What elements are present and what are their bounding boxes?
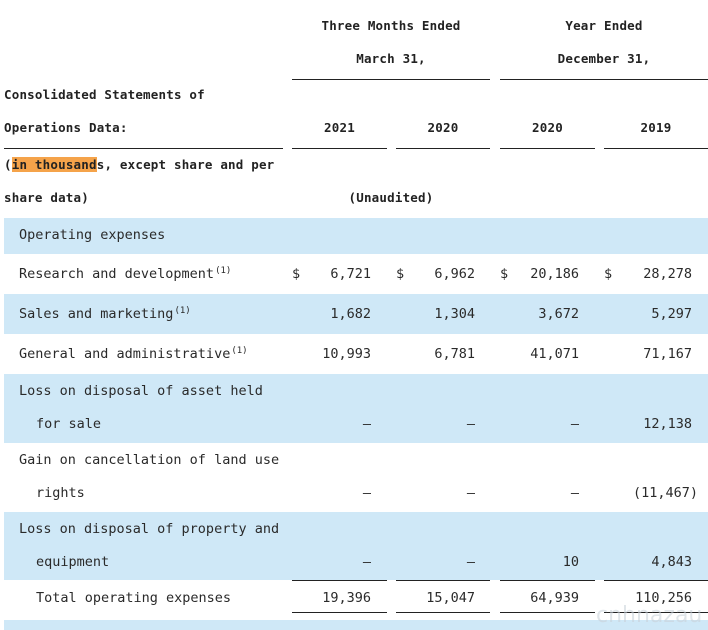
units-note-line1: (in thousands, except share and per (4, 157, 275, 172)
units-note-line2: share data) (4, 190, 89, 205)
band-property (4, 512, 708, 580)
year-rule-4 (604, 148, 708, 149)
rnd-value-4: 28,278 (643, 266, 692, 282)
row-land-label-line1: Gain on cancellation of land use (19, 452, 280, 468)
asset-value-1: — (362, 416, 371, 432)
rnd-dollar-1: $ (292, 266, 301, 282)
header-rule-three-months (292, 79, 490, 80)
row-ga-label: General and administrative(1) (19, 346, 248, 362)
year-col-2: 2020 (427, 120, 459, 135)
total-value-1: 19,396 (322, 590, 371, 606)
row-asset-label-line1: Loss on disposal of asset held (19, 383, 263, 399)
subtotal-rule-1 (292, 580, 387, 581)
total-rule-3 (500, 612, 595, 613)
rnd-dollar-4: $ (604, 266, 613, 282)
row-total-label: Total operating expenses (36, 590, 232, 606)
header-rule-left (4, 148, 283, 149)
row-sales-label: Sales and marketing(1) (19, 306, 191, 322)
year-rule-1 (292, 148, 387, 149)
row-rnd-label: Research and development(1) (19, 266, 232, 282)
property-value-2: — (466, 554, 475, 570)
land-value-3: — (570, 485, 579, 501)
total-value-4: 110,256 (635, 590, 692, 606)
header-rule-year (500, 79, 708, 80)
unaudited-label: (Unaudited) (348, 190, 434, 205)
property-value-1: — (362, 554, 371, 570)
subtotal-rule-4 (604, 580, 708, 581)
header-year-line2: December 31, (557, 51, 651, 66)
year-rule-3 (500, 148, 595, 149)
total-rule-4 (604, 612, 708, 613)
land-value-1: — (362, 485, 371, 501)
total-rule-1 (292, 612, 387, 613)
ga-value-4: 71,167 (643, 346, 692, 362)
header-three-months-line1: Three Months Ended (321, 18, 461, 33)
sales-value-4: 5,297 (651, 306, 692, 322)
total-value-2: 15,047 (426, 590, 475, 606)
year-col-3: 2020 (532, 120, 563, 135)
band-bottom (4, 620, 708, 630)
header-left-line1: Consolidated Statements of (4, 87, 205, 102)
rnd-dollar-2: $ (396, 266, 405, 282)
rnd-dollar-3: $ (500, 266, 509, 282)
land-value-4: (11,467) (632, 485, 698, 501)
property-value-3: 10 (562, 554, 579, 570)
header-year-line1: Year Ended (565, 18, 643, 33)
total-value-3: 64,939 (530, 590, 579, 606)
property-value-4: 4,843 (651, 554, 692, 570)
rnd-value-3: 20,186 (530, 266, 579, 282)
ga-value-3: 41,071 (530, 346, 579, 362)
asset-value-2: — (466, 416, 475, 432)
rnd-value-1: 6,721 (330, 266, 371, 282)
row-asset-label-line2: for sale (36, 416, 102, 432)
year-col-4: 2019 (640, 120, 672, 135)
watermark: cnhnazau (596, 603, 703, 628)
band-asset (4, 374, 708, 443)
subtotal-rule-2 (396, 580, 490, 581)
row-land-label-line2: rights (36, 485, 85, 501)
row-property-label-line1: Loss on disposal of property and (19, 521, 280, 537)
year-rule-2 (396, 148, 490, 149)
row-property-label-line2: equipment (36, 554, 110, 570)
total-rule-2 (396, 612, 490, 613)
land-value-2: — (466, 485, 475, 501)
rnd-value-2: 6,962 (434, 266, 475, 282)
asset-value-4: 12,138 (643, 416, 692, 432)
asset-value-3: — (570, 416, 579, 432)
ga-value-2: 6,781 (434, 346, 475, 362)
year-col-1: 2021 (324, 120, 355, 135)
sales-value-1: 1,682 (330, 306, 371, 322)
header-left-line2: Operations Data: (4, 120, 128, 135)
subtotal-rule-3 (500, 580, 595, 581)
section-operating-expenses: Operating expenses (19, 227, 166, 243)
sales-value-3: 3,672 (538, 306, 579, 322)
units-highlight: in thousand (11, 157, 97, 172)
sales-value-2: 1,304 (434, 306, 475, 322)
band-operating-expenses (4, 218, 708, 254)
ga-value-1: 10,993 (322, 346, 371, 362)
header-three-months-line2: March 31, (356, 51, 426, 66)
band-sales (4, 294, 708, 334)
